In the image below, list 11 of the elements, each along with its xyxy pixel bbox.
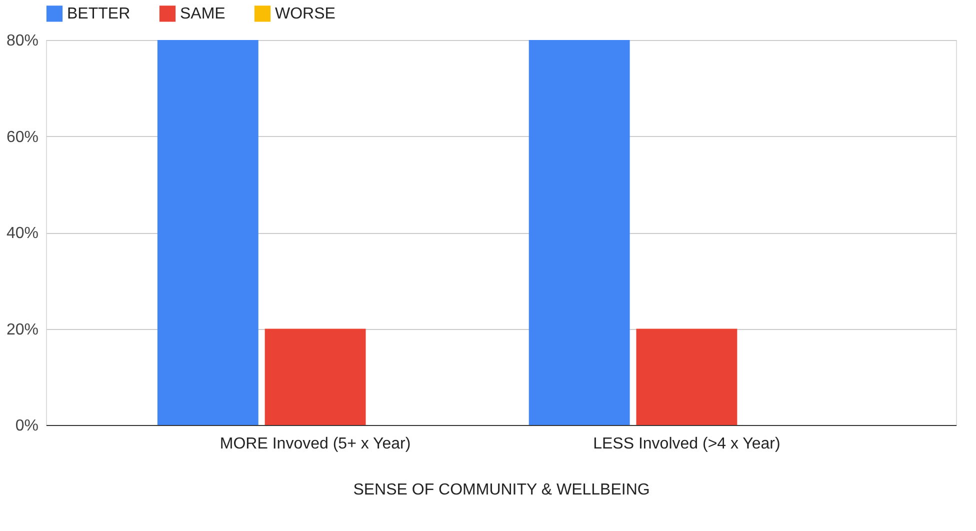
x-tick-label: LESS Involved (>4 x Year) xyxy=(593,436,780,452)
x-axis-title: SENSE OF COMMUNITY & WELLBEING xyxy=(353,482,650,498)
y-tick-label: 60% xyxy=(6,128,38,146)
y-tick-label: 40% xyxy=(6,225,38,242)
y-tick-label: 20% xyxy=(6,321,38,338)
legend-label: SAME xyxy=(180,6,226,23)
legend-label: BETTER xyxy=(67,6,130,23)
y-tick-label: 80% xyxy=(6,32,38,50)
x-tick-label: MORE Invoved (5+ x Year) xyxy=(220,436,411,452)
y-tick-label: 0% xyxy=(15,418,38,434)
legend-label: WORSE xyxy=(275,6,336,23)
